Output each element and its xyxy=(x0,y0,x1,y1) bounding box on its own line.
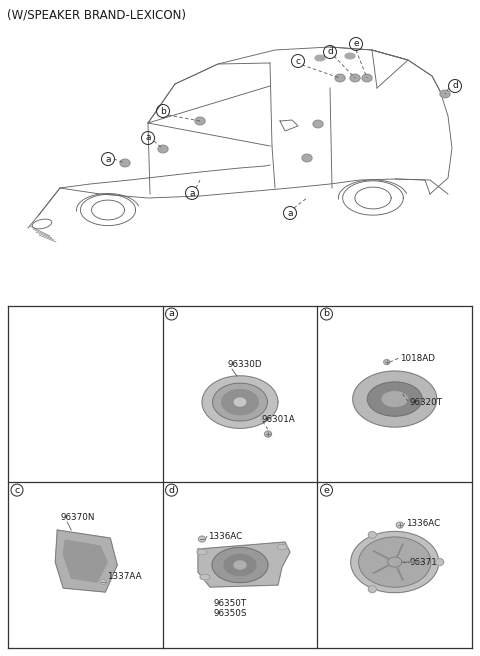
Text: d: d xyxy=(327,47,333,56)
Text: 96350T: 96350T xyxy=(214,599,247,608)
Polygon shape xyxy=(120,159,130,167)
Polygon shape xyxy=(55,530,117,592)
Polygon shape xyxy=(277,544,287,550)
Polygon shape xyxy=(315,55,325,61)
Polygon shape xyxy=(313,120,323,128)
Polygon shape xyxy=(302,154,312,162)
Text: b: b xyxy=(160,106,166,115)
Text: e: e xyxy=(353,39,359,49)
Polygon shape xyxy=(63,540,107,582)
Polygon shape xyxy=(384,359,390,365)
Polygon shape xyxy=(436,558,444,565)
Polygon shape xyxy=(202,376,278,428)
Text: 1336AC: 1336AC xyxy=(406,518,440,527)
Text: 96350S: 96350S xyxy=(213,609,247,618)
Text: a: a xyxy=(287,209,293,218)
Text: e: e xyxy=(324,485,329,495)
Text: d: d xyxy=(452,81,458,91)
Text: 96301A: 96301A xyxy=(262,415,296,424)
Polygon shape xyxy=(440,90,450,98)
Polygon shape xyxy=(368,382,422,416)
Text: a: a xyxy=(168,310,174,319)
Polygon shape xyxy=(234,561,246,569)
Polygon shape xyxy=(264,431,272,437)
Text: (W/SPEAKER BRAND-LEXICON): (W/SPEAKER BRAND-LEXICON) xyxy=(7,8,186,21)
Text: a: a xyxy=(145,134,151,142)
Text: 96320T: 96320T xyxy=(410,398,443,407)
Polygon shape xyxy=(382,392,408,407)
Polygon shape xyxy=(100,579,106,584)
Polygon shape xyxy=(350,74,360,82)
Text: d: d xyxy=(168,485,175,495)
Polygon shape xyxy=(335,74,345,82)
Polygon shape xyxy=(213,383,267,421)
Polygon shape xyxy=(198,542,290,587)
Polygon shape xyxy=(359,537,431,587)
Polygon shape xyxy=(353,371,437,427)
Text: 96371: 96371 xyxy=(410,558,437,567)
Text: 1336AC: 1336AC xyxy=(208,531,242,541)
Polygon shape xyxy=(195,117,205,125)
Text: 1337AA: 1337AA xyxy=(107,571,142,581)
Text: c: c xyxy=(14,485,20,495)
Text: 96330D: 96330D xyxy=(228,360,263,369)
Polygon shape xyxy=(197,549,207,555)
Text: c: c xyxy=(296,56,300,66)
Polygon shape xyxy=(222,390,258,415)
Polygon shape xyxy=(158,145,168,153)
Text: 1018AD: 1018AD xyxy=(400,354,435,363)
Polygon shape xyxy=(388,557,402,567)
Polygon shape xyxy=(234,398,246,406)
Polygon shape xyxy=(368,531,376,539)
Polygon shape xyxy=(368,586,376,592)
Polygon shape xyxy=(351,531,439,592)
Text: a: a xyxy=(105,155,111,163)
Polygon shape xyxy=(396,522,403,528)
Text: 96370N: 96370N xyxy=(60,513,95,522)
Polygon shape xyxy=(362,74,372,82)
Polygon shape xyxy=(345,53,355,59)
Text: b: b xyxy=(324,310,329,319)
Polygon shape xyxy=(199,536,205,542)
Polygon shape xyxy=(200,574,210,580)
Polygon shape xyxy=(212,548,268,583)
Text: a: a xyxy=(189,188,195,197)
Polygon shape xyxy=(224,555,256,575)
